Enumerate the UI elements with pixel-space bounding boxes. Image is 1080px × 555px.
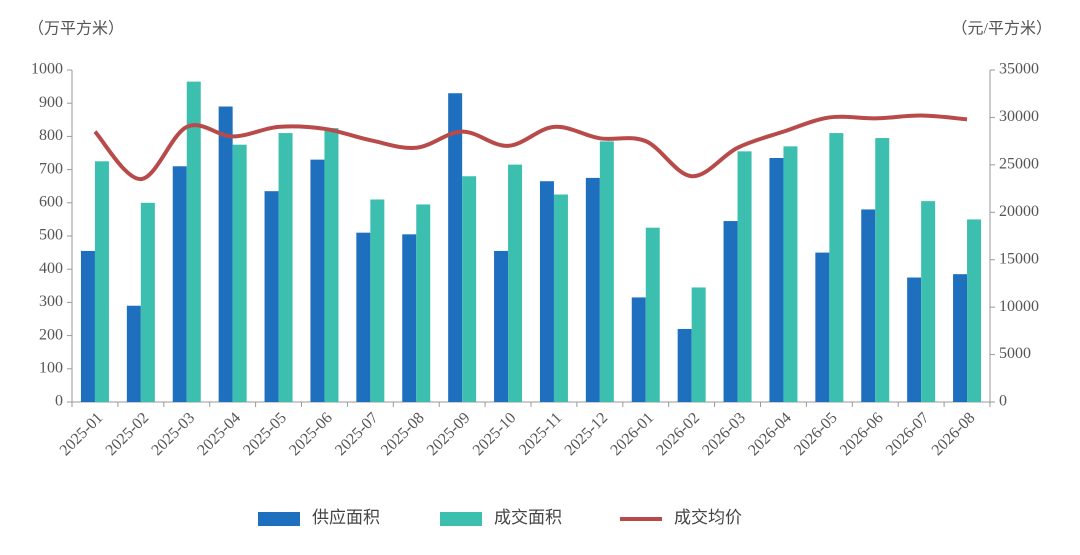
bar (172, 166, 187, 402)
y-tick-label: 100 (39, 359, 63, 376)
x-tick-label: 2026-02 (653, 409, 703, 459)
y-tick-label: 0 (55, 393, 63, 410)
bar (631, 297, 646, 402)
bar (815, 252, 830, 402)
x-tick-label: 2025-04 (194, 409, 244, 459)
x-tick-label: 2025-09 (424, 409, 474, 459)
bar (861, 209, 876, 402)
x-tick-label: 2025-11 (516, 409, 565, 458)
bar (356, 232, 371, 402)
x-tick-label: 2025-08 (378, 409, 428, 459)
y2-tick-label: 25000 (999, 156, 1039, 173)
x-tick-label: 2026-01 (607, 409, 657, 459)
y2-tick-label: 10000 (999, 298, 1039, 315)
bar (539, 181, 554, 402)
y-axis-label: （万平方米） (28, 20, 124, 38)
bar (448, 93, 463, 403)
bar (310, 159, 325, 402)
y-tick-label: 700 (39, 160, 63, 177)
bar (232, 144, 247, 402)
bar (737, 151, 752, 402)
bar (94, 161, 109, 402)
bar (875, 138, 890, 402)
bar (599, 141, 614, 402)
y-tick-label: 600 (39, 193, 63, 210)
x-tick-label: 2026-07 (883, 409, 933, 459)
legend-swatch (440, 512, 482, 526)
x-tick-label: 2025-06 (286, 409, 336, 459)
bar (783, 146, 798, 402)
x-tick-label: 2025-07 (332, 409, 382, 459)
x-tick-label: 2025-02 (103, 409, 153, 459)
y2-tick-label: 0 (999, 393, 1007, 410)
price-line (93, 113, 968, 182)
y-tick-label: 1000 (31, 61, 63, 78)
bar (585, 177, 600, 402)
bar (126, 305, 141, 402)
legend-label: 供应面积 (312, 508, 380, 527)
x-tick-label: 2026-05 (791, 409, 841, 459)
bar (723, 221, 738, 402)
bar (278, 133, 293, 402)
x-tick-label: 2026-04 (745, 409, 795, 459)
bar (140, 202, 155, 402)
bar (953, 274, 968, 402)
x-tick-label: 2025-05 (240, 409, 290, 459)
bar (769, 157, 784, 402)
y2-tick-label: 30000 (999, 108, 1039, 125)
bar (921, 201, 936, 402)
x-tick-label: 2025-12 (562, 409, 612, 459)
bar (677, 328, 692, 402)
y-tick-label: 900 (39, 94, 63, 111)
bar (829, 133, 844, 402)
bar (264, 191, 279, 402)
bar (218, 106, 233, 403)
bar (508, 164, 523, 402)
legend-label: 成交均价 (674, 508, 742, 527)
y-tick-label: 200 (39, 326, 63, 343)
y2-tick-label: 5000 (999, 345, 1031, 362)
x-tick-label: 2025-01 (57, 409, 107, 459)
x-tick-label: 2026-06 (837, 409, 887, 459)
y-tick-label: 300 (39, 293, 63, 310)
y-tick-label: 500 (39, 227, 63, 244)
bar (186, 81, 201, 403)
bar (645, 227, 660, 402)
bar (416, 204, 431, 402)
legend-swatch (258, 512, 300, 526)
y2-tick-label: 15000 (999, 250, 1039, 267)
bar (402, 234, 417, 402)
bar (967, 219, 982, 402)
y-tick-label: 800 (39, 127, 63, 144)
bar (370, 199, 385, 402)
y-tick-label: 400 (39, 260, 63, 277)
x-tick-label: 2026-03 (699, 409, 749, 459)
bar (80, 250, 95, 402)
y2-axis-label: （元/平方米） (952, 20, 1052, 38)
x-tick-label: 2025-03 (148, 409, 198, 459)
y2-tick-label: 20000 (999, 203, 1039, 220)
bar (324, 128, 339, 402)
bar (691, 287, 706, 402)
y2-tick-label: 35000 (999, 61, 1039, 78)
x-tick-label: 2025-10 (470, 409, 520, 459)
bar (907, 277, 922, 402)
bar (553, 194, 568, 402)
legend-label: 成交面积 (494, 508, 562, 527)
bar (494, 250, 509, 402)
bar (462, 176, 477, 402)
x-tick-label: 2026-08 (929, 409, 979, 459)
